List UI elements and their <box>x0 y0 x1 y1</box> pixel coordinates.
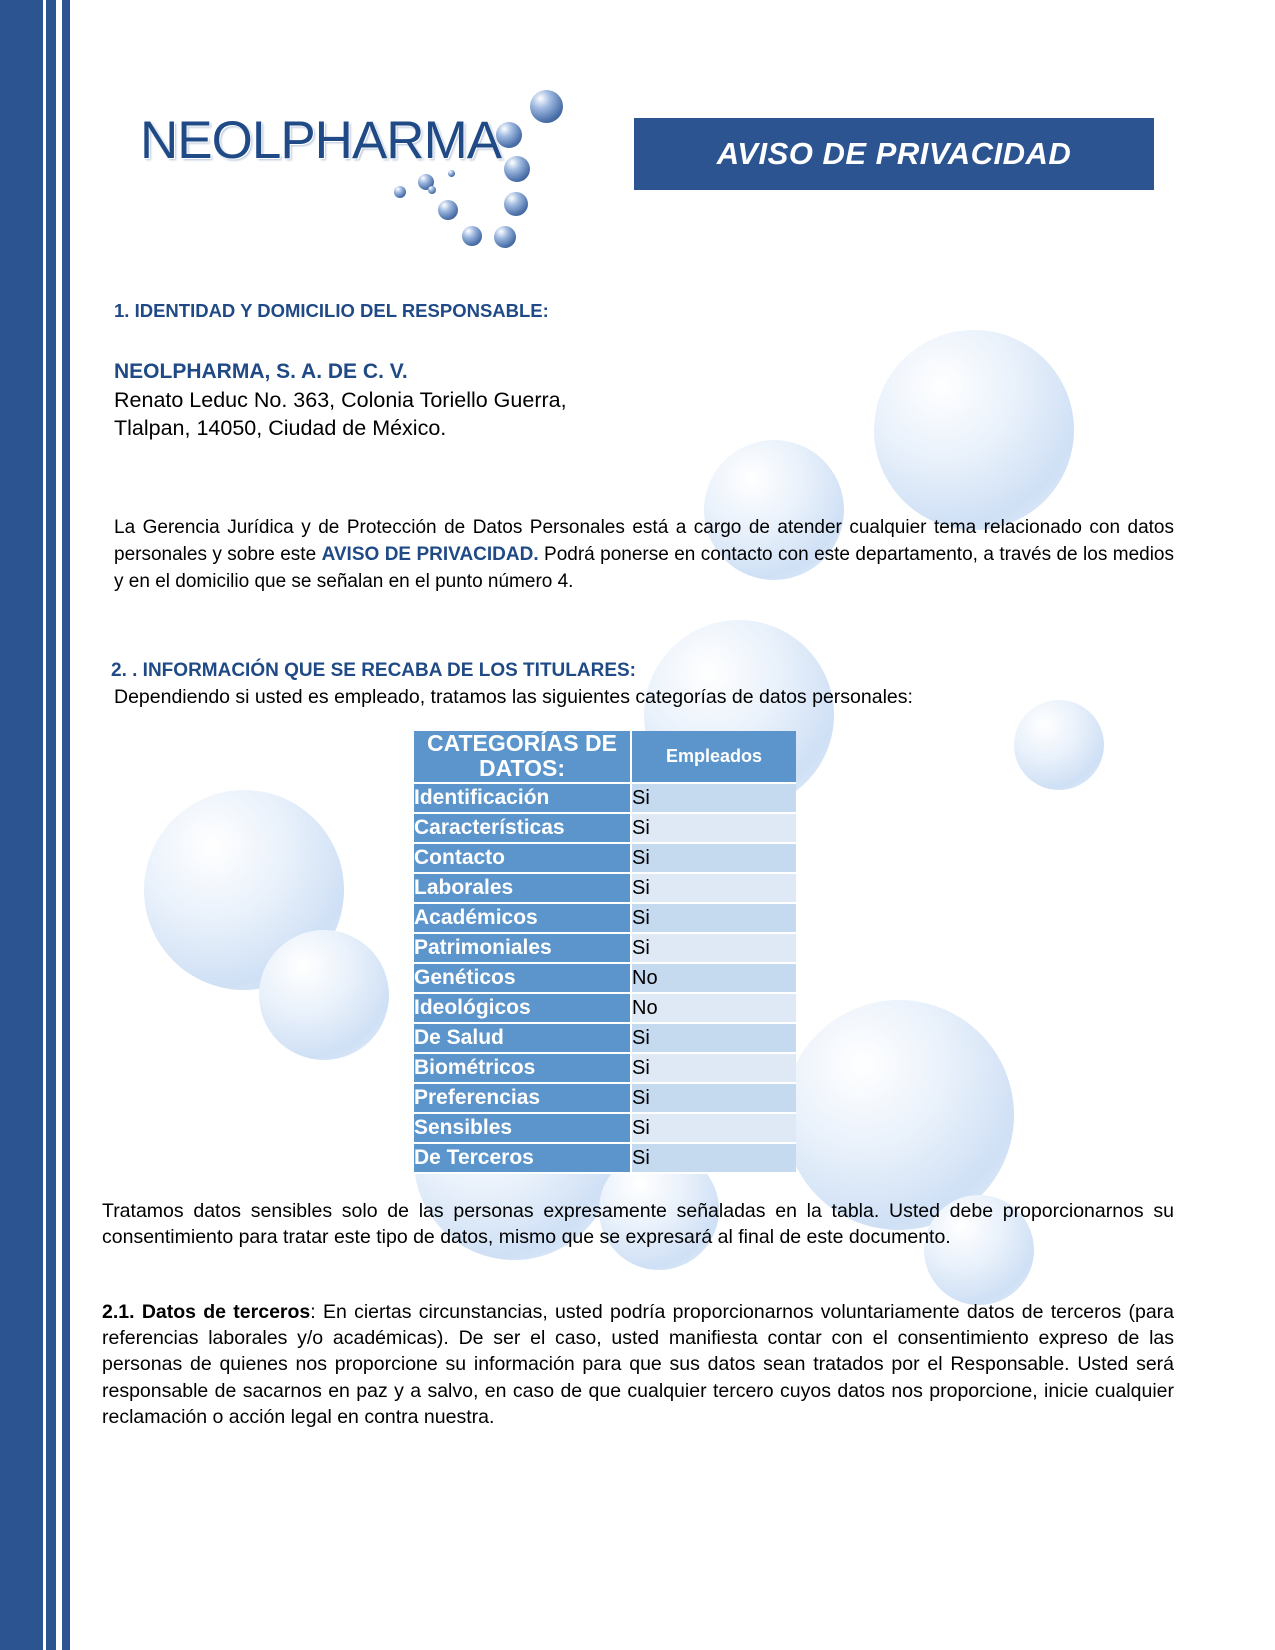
section-2-1-paragraph: 2.1. Datos de terceros: En ciertas circu… <box>102 1299 1174 1431</box>
border-stripe-medium <box>46 0 56 1650</box>
row-value: Si <box>630 1143 796 1175</box>
border-stripe-thin <box>62 0 70 1650</box>
row-category: Académicos <box>414 903 631 935</box>
table-row: Académicos Si <box>414 903 796 935</box>
table-row: De Terceros Si <box>414 1143 796 1175</box>
row-category: Características <box>414 813 631 845</box>
row-value: Si <box>630 843 796 875</box>
row-value: Si <box>630 873 796 905</box>
paragraph-part-2: Podrá ponerse en contacto con este depar… <box>114 543 1174 592</box>
table-row: Ideológicos No <box>414 993 796 1025</box>
row-value: Si <box>630 1053 796 1085</box>
row-category: Identificación <box>414 783 631 815</box>
section-2-heading: 2. . INFORMACIÓN QUE SE RECABA DE LOS TI… <box>111 659 636 681</box>
company-address: Renato Leduc No. 363, Colonia Toriello G… <box>114 386 659 443</box>
row-value: Si <box>630 1113 796 1145</box>
row-category: Laborales <box>414 873 631 905</box>
table-row: Contacto Si <box>414 843 796 875</box>
paragraph-highlight: AVISO DE PRIVACIDAD. <box>321 543 539 565</box>
section-2-1-body: : En ciertas circunstancias, usted podrí… <box>102 1300 1174 1429</box>
after-table-paragraph: Tratamos datos sensibles solo de las per… <box>102 1200 1174 1249</box>
table-row: Laborales Si <box>414 873 796 905</box>
table-row: Identificación Si <box>414 783 796 815</box>
banner-title: AVISO DE PRIVACIDAD <box>716 136 1072 171</box>
row-category: Genéticos <box>414 963 631 995</box>
company-name: NEOLPHARMA, S. A. DE C. V. <box>114 360 408 383</box>
row-category: Ideológicos <box>414 993 631 1025</box>
address-line-1: Renato Leduc No. 363, Colonia Toriello G… <box>114 388 567 412</box>
section-2-1-title: Datos de terceros <box>141 1300 311 1323</box>
row-category: Biométricos <box>414 1053 631 1085</box>
row-value: Si <box>630 903 796 935</box>
address-line-2: Tlalpan, 14050, Ciudad de México. <box>114 416 447 441</box>
logo-bubble-cluster-icon <box>394 82 582 248</box>
section-1-heading: 1. IDENTIDAD Y DOMICILIO DEL RESPONSABLE… <box>114 300 549 321</box>
row-value: Si <box>630 1083 796 1115</box>
document-header: NEOLPHARMA AVISO DE PRIVACIDAD <box>84 60 1275 260</box>
row-category: De Terceros <box>414 1143 631 1175</box>
table-header-value: Empleados <box>630 730 796 785</box>
row-value: No <box>630 993 796 1025</box>
categories-table-body: Identificación Si Características Si Conta… <box>414 783 796 1175</box>
section-2-subtitle: Dependiendo si usted es empleado, tratam… <box>114 685 913 708</box>
table-row: Preferencias Si <box>414 1083 796 1115</box>
border-stripe-wide <box>0 0 43 1650</box>
row-value: Si <box>630 1023 796 1055</box>
categories-table-wrapper: CATEGORÍAS DE DATOS: Empleados Identific… <box>414 730 796 1175</box>
logo-wordmark: NEOLPHARMA <box>140 111 502 170</box>
left-border-stripes <box>0 0 84 1650</box>
row-category: Preferencias <box>414 1083 631 1115</box>
table-header-row: CATEGORÍAS DE DATOS: Empleados <box>414 730 796 785</box>
row-value: Si <box>630 813 796 845</box>
row-category: Sensibles <box>414 1113 631 1145</box>
section-1-paragraph: La Gerencia Jurídica y de Protección de … <box>114 515 1174 596</box>
row-value: Si <box>630 933 796 965</box>
row-category: Patrimoniales <box>414 933 631 965</box>
row-category: De Salud <box>414 1023 631 1055</box>
row-value: Si <box>630 783 796 815</box>
table-row: Biométricos Si <box>414 1053 796 1085</box>
privacy-notice-banner: AVISO DE PRIVACIDAD <box>634 118 1154 190</box>
categories-table: CATEGORÍAS DE DATOS: Empleados Identific… <box>414 730 796 1175</box>
document-content: 1. IDENTIDAD Y DOMICILIO DEL RESPONSABLE… <box>84 300 1204 1430</box>
row-category: Contacto <box>414 843 631 875</box>
neolpharma-logo: NEOLPHARMA <box>112 82 563 248</box>
table-row: Genéticos No <box>414 963 796 995</box>
table-row: De Salud Si <box>414 1023 796 1055</box>
table-header-category: CATEGORÍAS DE DATOS: <box>414 730 631 785</box>
section-2-1-number: 2.1. <box>102 1300 142 1323</box>
table-row: Sensibles Si <box>414 1113 796 1145</box>
table-row: Características Si <box>414 813 796 845</box>
row-value: No <box>630 963 796 995</box>
table-row: Patrimoniales Si <box>414 933 796 965</box>
